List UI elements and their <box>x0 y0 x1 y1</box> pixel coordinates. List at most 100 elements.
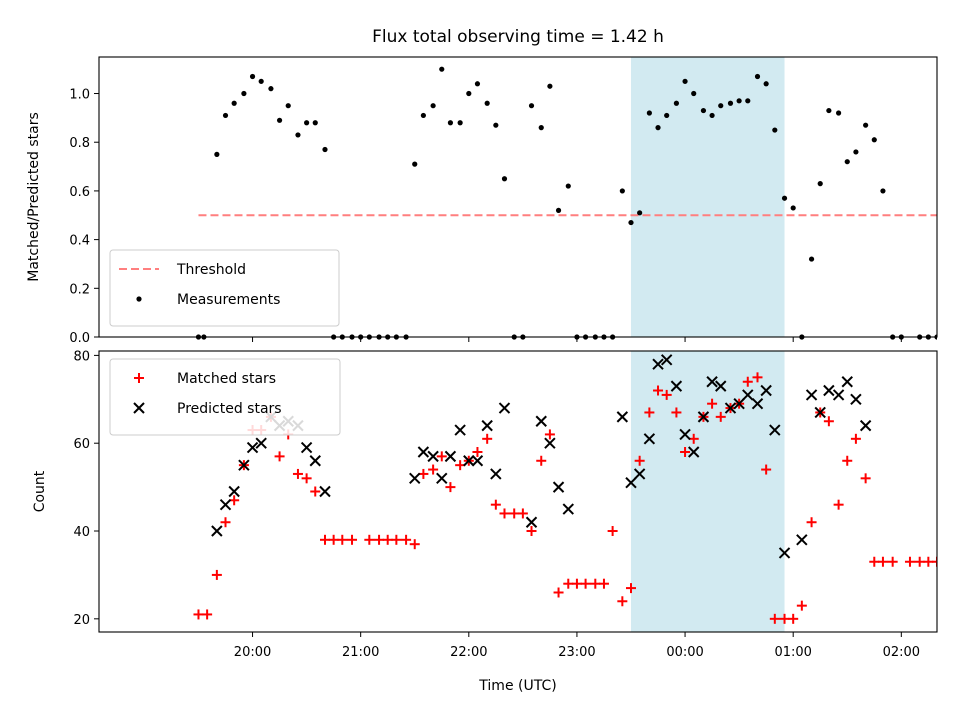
x-tick-label: 01:00 <box>774 645 811 660</box>
matched-stars-point <box>796 600 807 611</box>
matched-stars-point <box>806 517 817 528</box>
matched-stars-point <box>598 578 609 589</box>
highlight-span <box>630 57 785 337</box>
y-tick-label: 0.2 <box>69 282 90 297</box>
matched-stars-point <box>877 556 888 567</box>
predicted-stars-point <box>859 419 872 432</box>
highlight-span <box>630 351 785 632</box>
matched-stars-point <box>401 534 412 545</box>
predicted-stars-point <box>733 397 745 410</box>
predicted-stars-point <box>751 397 764 410</box>
matched-stars-point <box>571 578 582 589</box>
y-axis-title: Count <box>32 470 48 512</box>
measurements-point <box>474 81 481 87</box>
legend-label: Threshold <box>176 262 246 278</box>
measurements-point <box>736 98 742 104</box>
matched-stars-point <box>580 578 591 589</box>
measurements-point <box>241 90 247 97</box>
measurements-point <box>619 188 625 194</box>
predicted-stars-point <box>778 547 791 559</box>
predicted-stars-point <box>535 415 547 427</box>
matched-stars-point <box>347 534 358 545</box>
measurements-point <box>322 146 328 153</box>
matched-stars-point <box>445 482 456 493</box>
legend-label: Matched stars <box>177 371 276 387</box>
x-tick-label: 21:00 <box>342 645 379 660</box>
measurements-point <box>258 78 264 84</box>
matched-stars-point <box>823 416 834 427</box>
measurements-point <box>763 81 769 87</box>
predicted-stars-point <box>652 358 664 370</box>
y-tick-label: 0.6 <box>69 185 90 200</box>
predicted-stars-point <box>805 389 818 401</box>
matched-stars-point <box>850 433 861 444</box>
matched-stars-point <box>391 534 402 545</box>
predicted-stars-point <box>688 446 700 458</box>
measurements-point <box>637 210 643 216</box>
predicted-stars-point <box>498 402 511 414</box>
matched-stars-point <box>833 499 844 510</box>
measurements-point <box>790 205 796 211</box>
measurements-point <box>501 176 508 182</box>
measurements-point <box>682 78 688 84</box>
matched-stars-point <box>364 534 375 545</box>
plot-area <box>193 354 937 624</box>
legend-dot-swatch <box>136 296 142 302</box>
matched-stars-point <box>193 609 204 620</box>
predicted-stars-point <box>715 380 727 392</box>
measurements-point <box>285 103 291 109</box>
matched-stars-point <box>932 556 937 567</box>
matched-stars-point <box>625 583 636 594</box>
measurements-point <box>412 161 418 167</box>
predicted-stars-point <box>463 455 475 467</box>
measurements-point <box>555 207 562 213</box>
matched-stars-point <box>590 578 601 589</box>
matched-stars-point <box>310 486 321 497</box>
legend-plus-swatch <box>134 373 144 383</box>
predicted-stars-point <box>660 354 673 366</box>
predicted-stars-point <box>228 485 240 498</box>
predicted-stars-point <box>769 424 781 436</box>
matched-stars-point <box>563 578 574 589</box>
measurements-point <box>871 137 877 143</box>
matched-stars-point <box>707 398 718 409</box>
count-panel: 20:00 21:00 22:00 23:00 00:00 01:00 02:00 20 40 6… <box>32 349 938 660</box>
y-tick-label: 0.0 <box>69 331 90 346</box>
matched-stars-point <box>536 455 547 466</box>
matched-stars-point <box>220 517 231 528</box>
predicted-stars-point <box>409 472 421 485</box>
measurements-point <box>772 127 778 133</box>
y-axis-title: Matched/Predicted stars <box>26 112 42 282</box>
x-tick-label: 02:00 <box>883 645 920 660</box>
measurements-point <box>655 125 661 131</box>
x-tick-label: 20:00 <box>234 645 271 660</box>
matched-stars-point <box>319 534 330 545</box>
predicted-stars-point <box>562 503 574 515</box>
measurements-point <box>718 103 724 109</box>
ratio-panel: 0.0 0.2 0.4 0.6 0.8 1.0 Matched/Predicted star… <box>26 56 938 346</box>
matched-stars-point <box>671 407 682 418</box>
matched-stars-point <box>517 508 528 519</box>
measurements-point <box>276 117 283 123</box>
predicted-stars-point <box>823 384 835 397</box>
predicted-stars-point <box>616 411 629 423</box>
predicted-stars-point <box>552 481 565 493</box>
measurements-point <box>836 110 842 116</box>
predicted-stars-point <box>841 376 853 388</box>
matched-stars-point <box>382 534 393 545</box>
predicted-stars-point <box>481 419 493 432</box>
measurements-point <box>565 183 571 189</box>
predicted-stars-point <box>255 437 267 449</box>
predicted-stars-point <box>544 437 556 449</box>
matched-stars-point <box>644 407 655 418</box>
predicted-stars-point <box>219 498 232 511</box>
predicted-stars-point <box>814 406 826 419</box>
measurements-point <box>466 90 472 97</box>
matched-stars-point <box>842 455 853 466</box>
predicted-stars-point <box>697 411 710 423</box>
matched-stars-point <box>617 596 628 607</box>
legend: Threshold Measurements <box>109 249 340 327</box>
matched-stars-point <box>211 569 222 580</box>
measurements-point <box>709 112 715 119</box>
